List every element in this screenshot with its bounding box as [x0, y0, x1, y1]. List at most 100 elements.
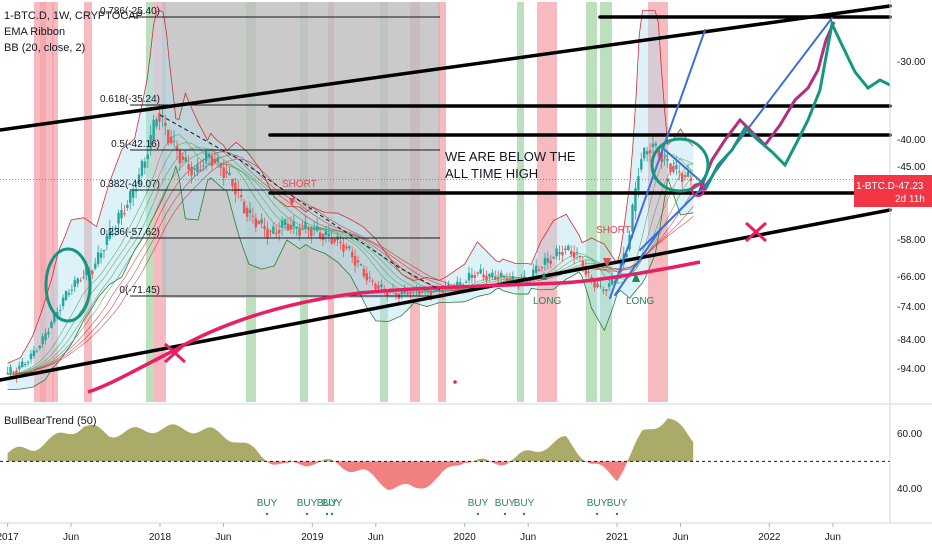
candle-body	[277, 230, 281, 233]
candle-body	[289, 225, 293, 230]
time-tick-9: Jun	[672, 532, 688, 543]
candle-body	[368, 277, 371, 279]
candle-body	[532, 269, 535, 277]
candle-body	[216, 157, 220, 162]
candle-body	[330, 237, 333, 244]
candle-body	[663, 155, 666, 157]
candle-body	[409, 291, 412, 294]
fib-label-0: 0.786(-25.40)	[100, 6, 160, 17]
candle-body	[587, 271, 590, 273]
signal-zone	[517, 2, 524, 402]
candle-body	[91, 270, 94, 275]
long-arrow-1	[541, 272, 547, 280]
candle-body	[543, 257, 547, 265]
candle-body	[441, 290, 444, 294]
candle-body	[406, 292, 409, 295]
price-tick-7: -94.00	[897, 364, 926, 375]
candle-body	[669, 163, 672, 173]
candle-body	[380, 284, 383, 288]
candle-body	[678, 171, 681, 173]
price-tick-0: -30.00	[897, 57, 926, 68]
buy-1-dot	[265, 512, 269, 516]
candle-body	[508, 278, 512, 281]
candle-body	[470, 274, 474, 279]
lower-tick-1: 40.00	[897, 484, 922, 495]
buy-7-dot	[522, 512, 526, 516]
candle-body	[143, 161, 147, 168]
lower-indicator-label[interactable]: BullBearTrend (50)	[4, 415, 97, 427]
price-tick-3: -58.00	[897, 235, 926, 246]
fib-label-3: 0.382(-49.07)	[100, 179, 160, 190]
price-axis[interactable]: -30.00 -40.00 -45.00 -58.00 -66.00 -74.00 -84.…	[897, 57, 926, 495]
candle-body	[675, 165, 678, 169]
candle-body	[572, 252, 576, 258]
candle-body	[502, 276, 506, 278]
candle-body	[421, 290, 424, 293]
candle-body	[505, 278, 509, 283]
candle-body	[383, 288, 386, 290]
signal-markers	[289, 198, 640, 282]
buy-4: BUY	[322, 498, 343, 509]
candle-body	[117, 212, 120, 224]
long-label-1: LONG	[533, 296, 562, 307]
signal-zone	[537, 2, 557, 402]
price-tick-4: -66.00	[897, 272, 926, 283]
buy-5: BUY	[468, 498, 489, 509]
candle-body	[155, 119, 158, 127]
blue-trend-3	[699, 17, 833, 193]
candle-body	[67, 292, 71, 295]
x-mark-0	[163, 342, 187, 364]
candle-body	[228, 172, 231, 176]
time-axis[interactable]: 2017 Jun 2018 Jun 2019 Jun 2020 Jun 2021 Jun 2022 J…	[0, 523, 841, 543]
candle-body	[599, 285, 602, 287]
buy-2: BUY	[297, 498, 318, 509]
candle-body	[494, 277, 497, 280]
candle-body	[251, 215, 255, 217]
bb-label[interactable]: BB (20, close, 2)	[4, 42, 85, 54]
signal-zone	[600, 2, 612, 402]
price-tick-1: -40.00	[897, 135, 926, 146]
buy-9: BUY	[607, 498, 628, 509]
candle-body	[488, 273, 491, 277]
buy-6-dot	[503, 512, 507, 516]
candle-body	[158, 112, 161, 122]
candle-body	[432, 290, 436, 292]
signal-zone	[146, 2, 154, 402]
annotation-line-2: ALL TIME HIGH	[445, 166, 538, 181]
candle-body	[275, 232, 278, 234]
short-label-1: SHORT	[282, 179, 317, 190]
symbol-title[interactable]: 1-BTC.D, 1W, CRYPTOCAP	[4, 10, 143, 22]
short-arrow-2	[603, 258, 611, 268]
candle-body	[129, 191, 132, 203]
candle-body	[491, 272, 494, 277]
candle-body	[327, 233, 331, 237]
highlight-ellipse-1	[44, 247, 92, 323]
candle-body	[169, 136, 173, 144]
candle-body	[240, 195, 243, 197]
candle-body	[146, 154, 149, 160]
candle-body	[196, 164, 199, 173]
candle-body	[178, 150, 182, 164]
candle-body	[377, 285, 380, 289]
candle-body	[371, 280, 374, 282]
candle-body	[149, 135, 152, 149]
ema-ribbon-label[interactable]: EMA Ribbon	[4, 26, 65, 38]
buy-4-dot	[330, 512, 334, 516]
candle-body	[295, 227, 298, 229]
candle-body	[126, 204, 129, 209]
candle-body	[683, 175, 687, 177]
candle-body	[485, 275, 488, 281]
candle-body	[53, 312, 56, 323]
price-tag-value: -47.23	[895, 181, 924, 192]
last-price-tag[interactable]: 1-BTC.D -47.23 2d 11h	[854, 175, 932, 207]
long-arrow-2	[632, 272, 640, 282]
candle-body	[99, 253, 103, 258]
candle-body	[318, 232, 322, 238]
candle-body	[596, 283, 599, 288]
candle-body	[464, 281, 468, 283]
candle-body	[172, 140, 176, 143]
signal-zone	[40, 2, 54, 402]
candle-body	[12, 371, 15, 373]
